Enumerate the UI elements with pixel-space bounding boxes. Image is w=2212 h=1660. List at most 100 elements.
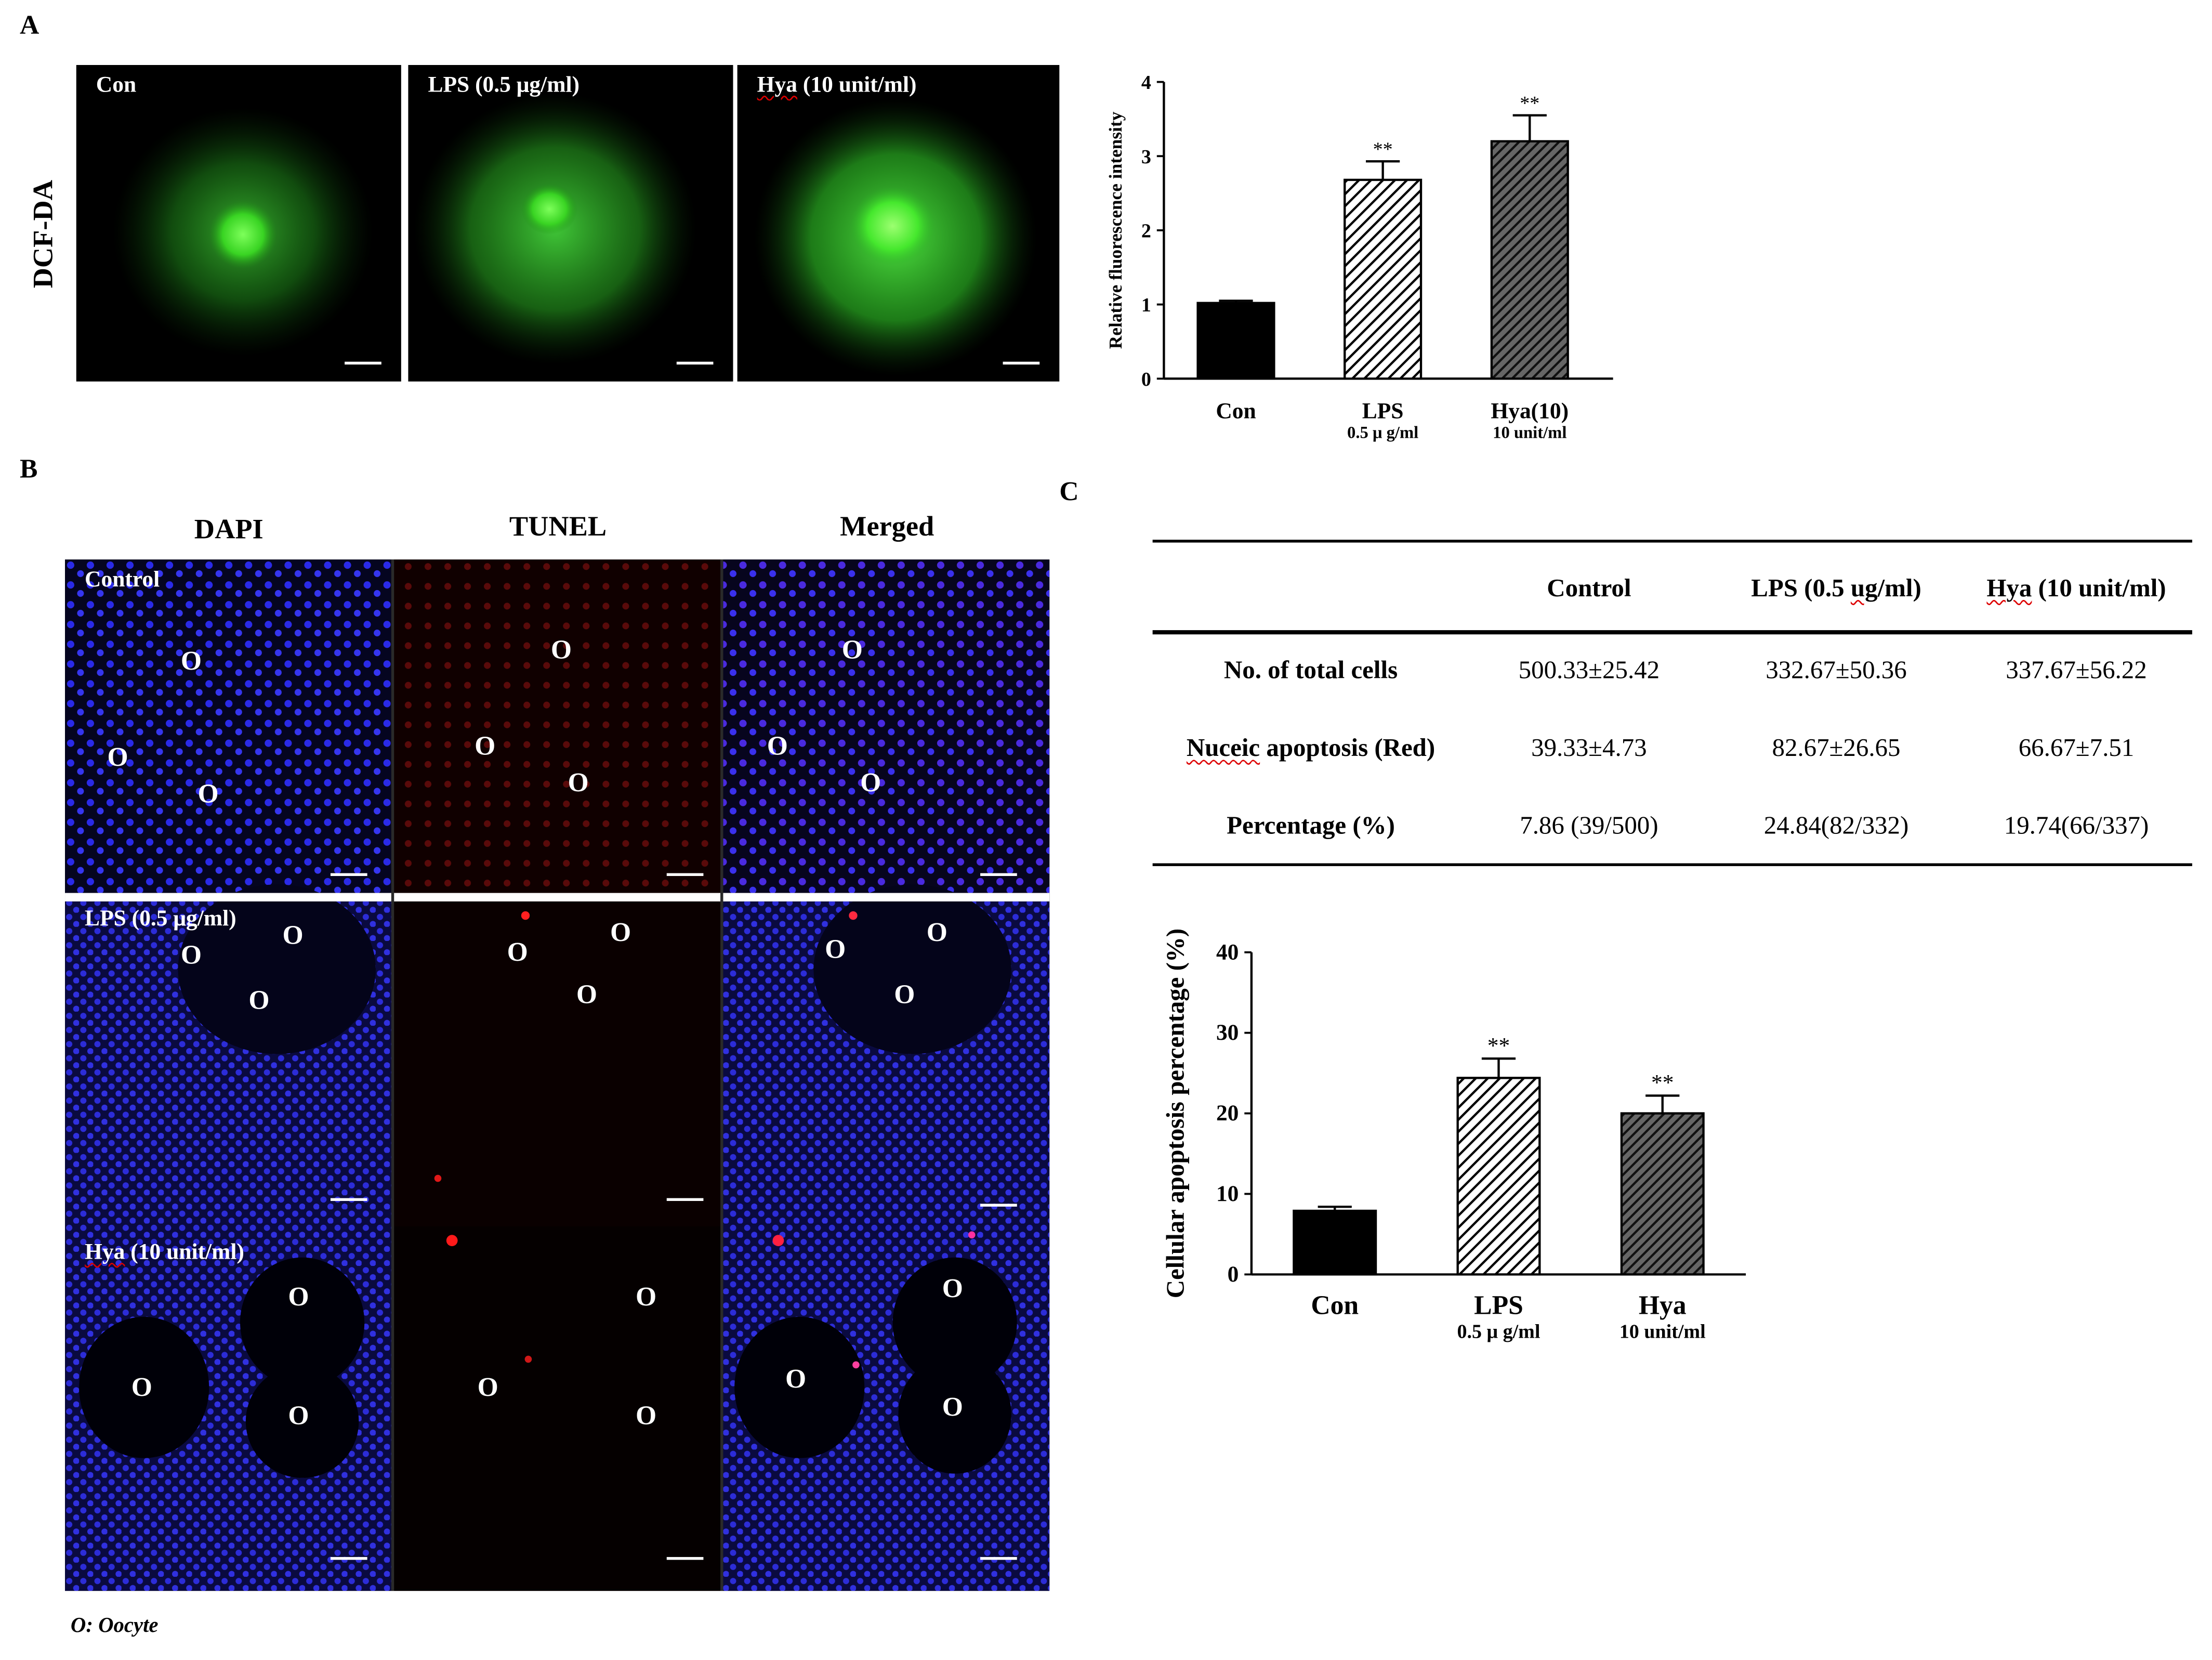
dcf-da-row-label: DCF-DA xyxy=(28,180,60,289)
oocyte-footnote: O: Oocyte xyxy=(70,1615,159,1638)
oocyte-marker: O xyxy=(475,731,496,762)
x-category-sublabel: 0.5 μ g/ml xyxy=(1347,423,1418,442)
oocyte-marker: O xyxy=(894,981,915,1011)
bar xyxy=(1196,302,1275,380)
table-cell: 337.67±56.22 xyxy=(2006,656,2147,684)
y-axis-label: Relative fluorescence intensity xyxy=(1105,111,1126,349)
image-title-con: Con xyxy=(96,73,137,98)
oocyte-marker: O xyxy=(860,768,881,799)
significance-mark: ** xyxy=(1520,93,1539,114)
table-cell: 7.86 (39/500) xyxy=(1520,811,1658,840)
x-category-sublabel: 10 unit/ml xyxy=(1620,1321,1706,1343)
bar xyxy=(1490,140,1569,380)
oocyte-marker: O xyxy=(507,938,528,968)
oocyte-marker: O xyxy=(107,743,128,773)
x-category-label: Con xyxy=(1216,398,1256,423)
y-tick-label: 3 xyxy=(1141,146,1151,168)
bar xyxy=(1620,1112,1705,1276)
bar xyxy=(1293,1209,1377,1276)
y-axis-label: Cellular apoptosis percentage (%) xyxy=(1161,929,1189,1298)
row-label-hya: Hya (10 unit/ml) xyxy=(85,1240,244,1266)
lps-header-pre: LPS (0.5 xyxy=(1751,573,1851,602)
scale-bar xyxy=(676,361,714,365)
oocyte-marker: O xyxy=(198,780,219,810)
y-tick-label: 1 xyxy=(1141,294,1151,316)
table-header-lps: LPS (0.5 ug/ml) xyxy=(1712,573,1960,603)
table-header-control: Control xyxy=(1547,573,1631,602)
x-category-sublabel: 0.5 μ g/ml xyxy=(1457,1321,1540,1343)
table-top-rule xyxy=(1152,540,2192,542)
bar xyxy=(1344,178,1423,380)
x-category-label: Hya xyxy=(1639,1290,1687,1320)
oocyte-marker: O xyxy=(568,768,589,799)
oocyte-marker: O xyxy=(825,935,846,965)
y-tick-label: 10 xyxy=(1216,1181,1239,1206)
oocyte-marker: O xyxy=(610,918,631,948)
oocyte-marker: O xyxy=(180,647,202,677)
row-label-lps: LPS (0.5 μg/ml) xyxy=(85,907,236,931)
oocyte-marker: O xyxy=(180,940,202,971)
y-tick-label: 0 xyxy=(1228,1262,1239,1287)
significance-mark: ** xyxy=(1651,1070,1674,1095)
significance-mark: ** xyxy=(1373,138,1393,160)
fluorescence-image-lps: LPS (0.5 μg/ml) xyxy=(408,65,733,382)
oocyte-marker: O xyxy=(942,1274,963,1304)
apoptosis-rest: apoptosis (Red) xyxy=(1260,733,1436,762)
oocyte-marker: O xyxy=(288,1283,309,1313)
oocyte-marker: O xyxy=(635,1283,657,1313)
oocyte-marker: O xyxy=(282,921,304,951)
scale-bar xyxy=(345,361,381,365)
oocyte-marker: O xyxy=(477,1373,498,1403)
row-label-total-cells: No. of total cells xyxy=(1223,656,1398,684)
table-cell: 19.74(66/337) xyxy=(2004,811,2149,840)
oocyte-marker: O xyxy=(942,1393,963,1423)
oocyte-marker: O xyxy=(288,1401,309,1432)
oocyte-marker: O xyxy=(841,635,863,666)
y-tick-label: 20 xyxy=(1216,1101,1239,1126)
x-category-label: Hya(10) xyxy=(1491,398,1569,423)
oocyte-marker: O xyxy=(926,918,947,948)
panel-label-c: C xyxy=(1059,477,1079,507)
hya-row-rest: (10 unit/ml) xyxy=(125,1240,244,1265)
panel-label-b: B xyxy=(20,455,38,485)
table-header-rule xyxy=(1152,630,2192,635)
x-category-label: LPS xyxy=(1362,398,1404,423)
significance-mark: ** xyxy=(1487,1033,1510,1058)
y-tick-label: 40 xyxy=(1216,939,1239,964)
hya-header-rest: (10 unit/ml) xyxy=(2032,573,2166,602)
panel-label-a: A xyxy=(20,11,40,41)
oocyte-marker: O xyxy=(131,1373,152,1403)
lps-header-post: /ml) xyxy=(1877,573,1921,602)
y-tick-label: 30 xyxy=(1216,1020,1239,1045)
hya-title-rest: (10 unit/ml) xyxy=(797,73,917,98)
lps-header-unit: ug xyxy=(1850,573,1878,602)
fluorescence-image-hya: Hya (10 unit/ml) xyxy=(737,65,1060,382)
tunel-image-grid: Control LPS (0.5 μg/ml) Hya (10 unit/ml)… xyxy=(65,559,1050,1591)
oocyte-marker: O xyxy=(785,1365,807,1395)
table-header-hya: Hya (10 unit/ml) xyxy=(1960,573,2192,603)
table-cell: 82.67±26.65 xyxy=(1772,733,1901,762)
x-category-label: LPS xyxy=(1474,1290,1523,1320)
chart-apoptosis-percentage: 0 10 20 30 40 Cellular apoptosis percentage (… xyxy=(1161,929,1746,1343)
table-cell: 332.67±50.36 xyxy=(1766,656,1907,684)
fluorescence-image-con: Con xyxy=(76,65,401,382)
y-tick-label: 2 xyxy=(1141,220,1151,242)
hya-header-word: Hya xyxy=(1986,573,2032,602)
scale-bar xyxy=(1003,361,1040,365)
row-label-percentage: Percentage (%) xyxy=(1227,811,1395,840)
y-tick-label: 0 xyxy=(1141,369,1151,390)
chart-relative-fluorescence: 0 1 2 3 4 Relative fluorescence intensity Con *… xyxy=(1105,72,1613,442)
y-tick-label: 4 xyxy=(1141,72,1151,94)
image-title-hya: Hya (10 unit/ml) xyxy=(757,73,917,99)
oocyte-marker: O xyxy=(576,981,597,1011)
col-header-tunel: TUNEL xyxy=(509,511,607,543)
oocyte-marker: O xyxy=(248,986,270,1016)
table-cell: 66.67±7.51 xyxy=(2018,733,2135,762)
col-header-dapi: DAPI xyxy=(194,514,264,546)
nuceic-word: Nuceic xyxy=(1186,733,1260,762)
row-label-apoptosis: Nuceic apoptosis (Red) xyxy=(1153,733,1469,763)
oocyte-marker: O xyxy=(767,731,788,762)
x-category-label: Con xyxy=(1311,1290,1359,1320)
oocyte-marker: O xyxy=(550,635,572,666)
